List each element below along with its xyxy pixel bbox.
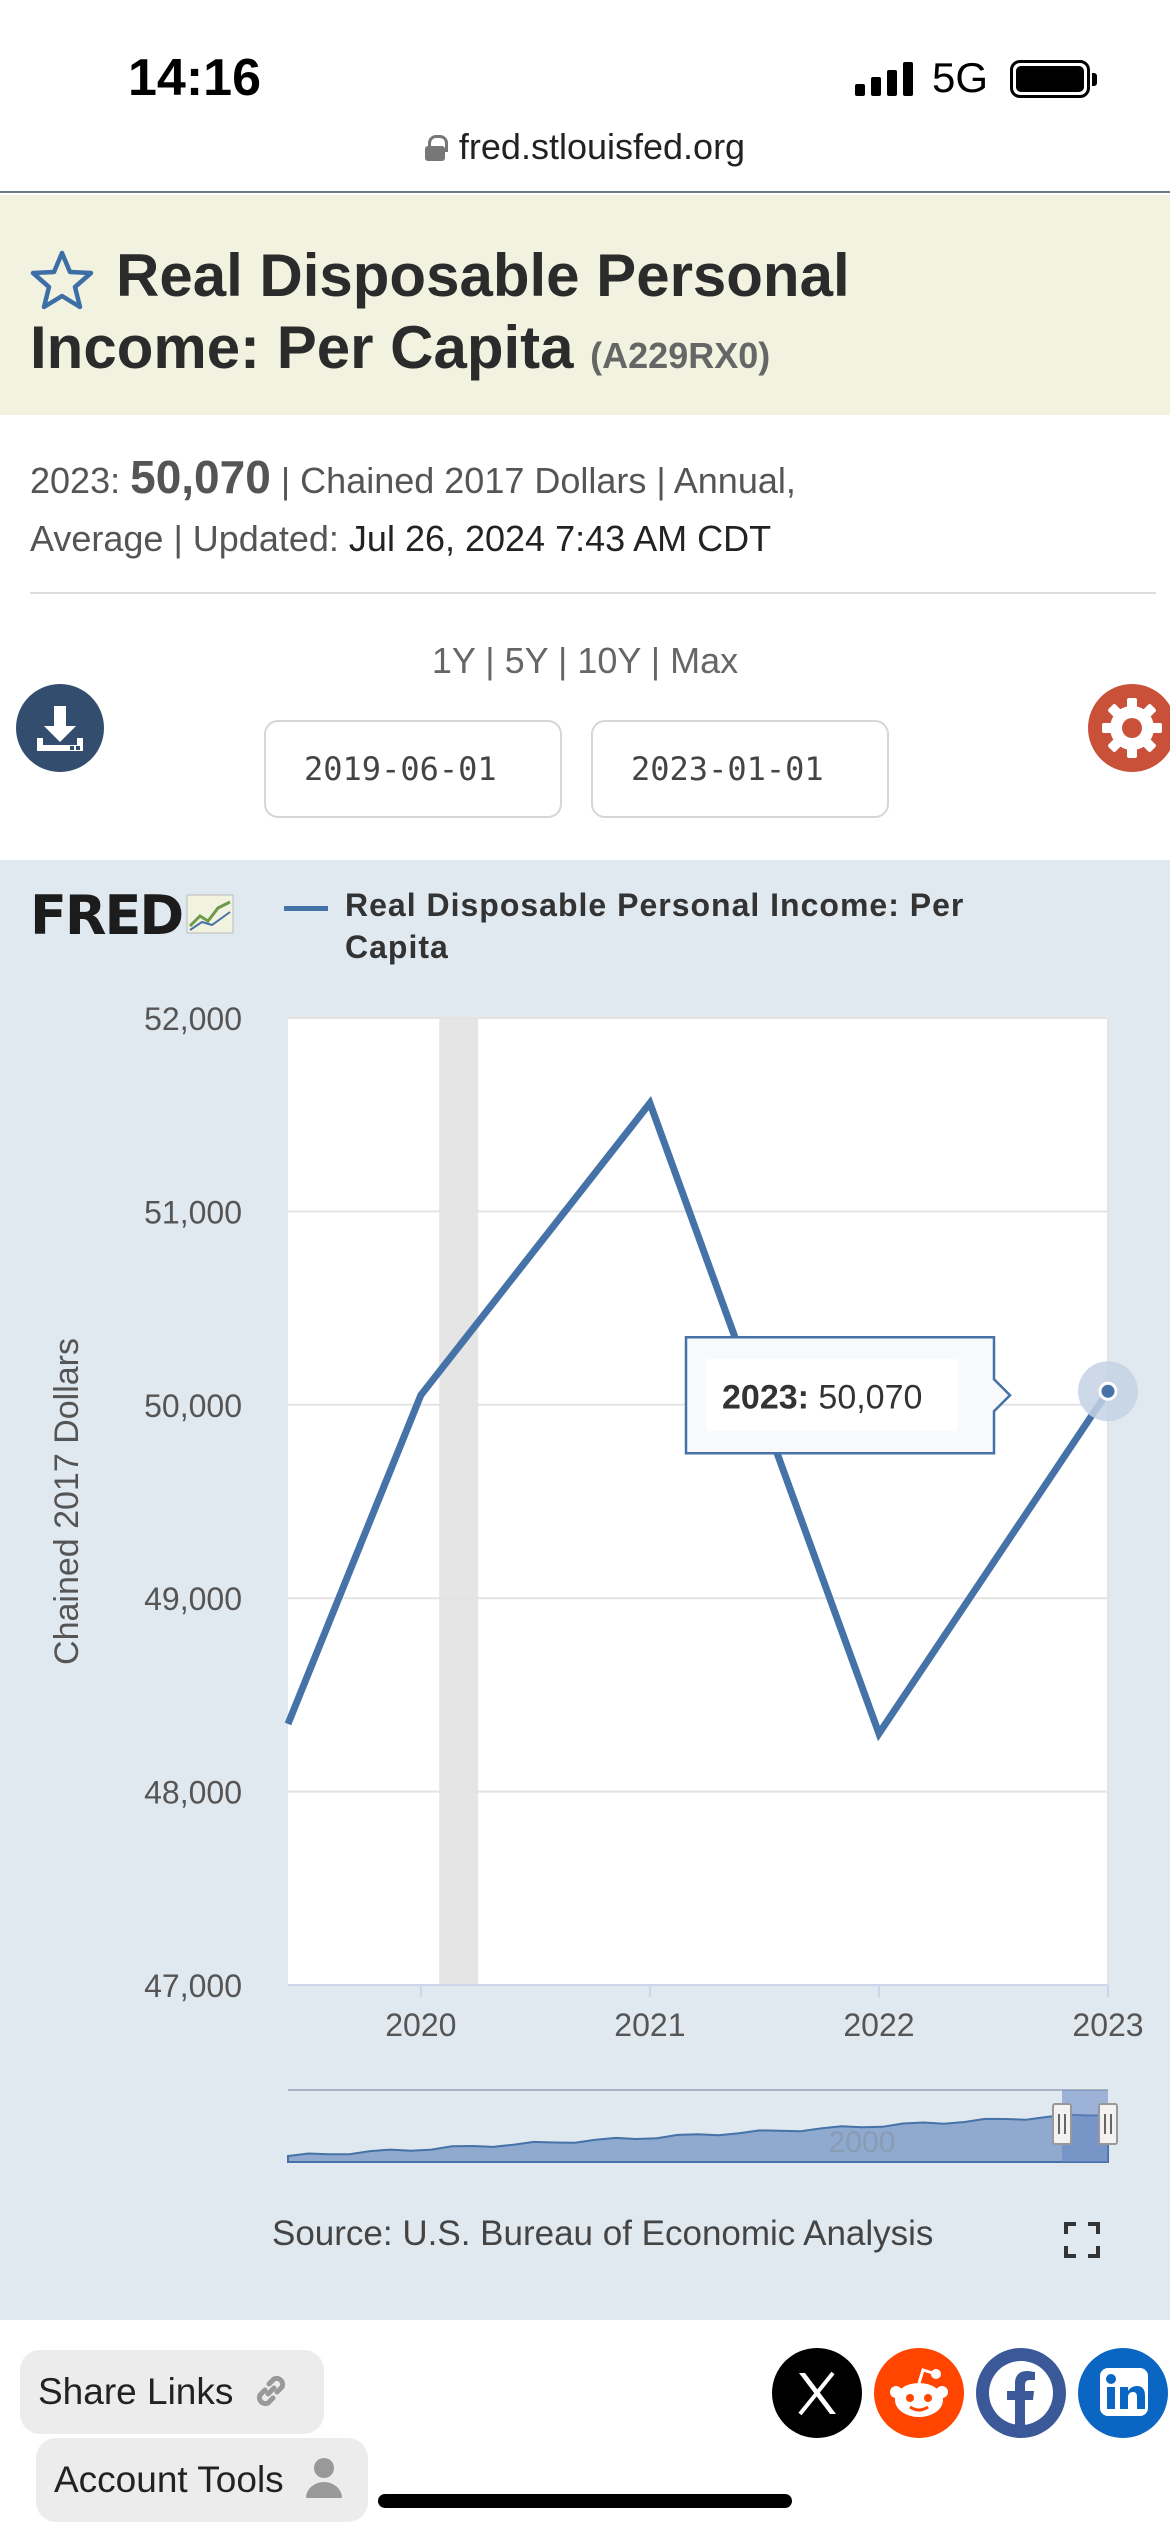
tooltip-label: 2023: bbox=[722, 1378, 818, 1416]
navigator-handle bbox=[1098, 2103, 1118, 2145]
network-label: 5G bbox=[932, 54, 989, 101]
units-text: | Chained 2017 Dollars | Annual, bbox=[280, 460, 796, 501]
y-tick-label: 48,000 bbox=[144, 1775, 242, 1811]
updated-prefix: Average | Updated: bbox=[30, 518, 339, 559]
share-links-button[interactable]: Share Links bbox=[20, 2350, 324, 2434]
share-links-label: Share Links bbox=[38, 2371, 234, 2412]
linkedin-share-button[interactable] bbox=[1078, 2348, 1168, 2438]
home-indicator bbox=[378, 2494, 792, 2508]
legend-line1: Real Disposable Personal Income: Per bbox=[345, 887, 965, 923]
end-date-input[interactable]: 2023-01-01 bbox=[591, 720, 889, 818]
account-tools-button[interactable]: Account Tools bbox=[36, 2438, 368, 2522]
series-meta: 2023: 50,070 | Chained 2017 Dollars | An… bbox=[30, 448, 1140, 568]
latest-value: 50,070 bbox=[130, 451, 271, 503]
y-tick-label: 51,000 bbox=[144, 1194, 242, 1230]
latest-label: 2023: bbox=[30, 460, 121, 501]
account-tools-label: Account Tools bbox=[54, 2459, 284, 2500]
navigator-handle bbox=[1052, 2103, 1072, 2145]
data-point-marker bbox=[1098, 1381, 1118, 1401]
reddit-share-button[interactable] bbox=[874, 2348, 964, 2438]
range-1y[interactable]: 1Y bbox=[431, 640, 476, 681]
x-logo-icon bbox=[798, 2371, 836, 2416]
source-note: Source: U.S. Bureau of Economic Analysis bbox=[272, 2214, 934, 2253]
url-text: fred.stlouisfed.org bbox=[458, 126, 746, 167]
legend-label: Real Disposable Personal Income: Per Capi… bbox=[345, 884, 1045, 968]
fred-logo[interactable]: FRED bbox=[30, 884, 234, 947]
battery-icon bbox=[1010, 60, 1097, 98]
gear-icon bbox=[1102, 698, 1162, 758]
tooltip-inner bbox=[706, 1359, 958, 1432]
tooltip-text: 2023: 50,070 bbox=[722, 1378, 922, 1416]
range-selector: 1Y | 5Y | 10Y | Max bbox=[431, 640, 739, 681]
divider bbox=[30, 592, 1156, 594]
fred-chart-icon bbox=[186, 894, 234, 934]
legend-line2: Capita bbox=[345, 929, 449, 965]
y-tick-label: 47,000 bbox=[144, 1968, 242, 2004]
status-bar: 14:16 5G bbox=[0, 0, 1170, 120]
y-tick-label: 49,000 bbox=[144, 1581, 242, 1617]
lock-icon bbox=[424, 135, 448, 161]
x-tick-label: 2022 bbox=[843, 2007, 914, 2043]
plot-area bbox=[288, 1018, 1108, 1985]
x-tick-label: 2023 bbox=[1072, 2007, 1143, 2043]
title-line1: Real Disposable Personal bbox=[116, 242, 850, 309]
series-id: (A229RX0) bbox=[590, 335, 771, 376]
facebook-logo-icon bbox=[989, 2361, 1053, 2426]
start-date-input[interactable]: 2019-06-01 bbox=[264, 720, 562, 818]
signal-icon bbox=[855, 62, 913, 96]
download-icon bbox=[37, 706, 83, 751]
status-time: 14:16 bbox=[128, 49, 261, 107]
range-10y[interactable]: 10Y bbox=[577, 640, 641, 681]
settings-button[interactable] bbox=[1088, 684, 1170, 772]
legend-swatch bbox=[284, 906, 328, 911]
fred-logo-text: FRED bbox=[30, 884, 184, 947]
x-share-button[interactable] bbox=[772, 2348, 862, 2438]
line-chart[interactable]: 47,000 48,000 49,000 50,000 51,000 52,000 Chai… bbox=[0, 960, 1170, 2180]
x-tick-label: 2020 bbox=[385, 2007, 456, 2043]
user-icon bbox=[305, 2458, 342, 2498]
browser-header bbox=[0, 0, 1170, 193]
linkedin-logo-icon bbox=[1100, 2368, 1148, 2416]
title-line2: Income: Per Capita bbox=[30, 314, 574, 381]
title-band bbox=[0, 195, 1170, 415]
range-max[interactable]: Max bbox=[670, 640, 739, 681]
y-tick-label: 52,000 bbox=[144, 1001, 242, 1037]
navigator-label: 2000 bbox=[829, 2126, 896, 2159]
y-axis-title: Chained 2017 Dollars bbox=[48, 1338, 86, 1665]
facebook-share-button[interactable] bbox=[976, 2348, 1066, 2438]
series-line bbox=[284, 1095, 1111, 1742]
download-button[interactable] bbox=[16, 684, 104, 772]
star-icon[interactable] bbox=[30, 250, 94, 310]
reddit-logo-icon bbox=[890, 2368, 948, 2417]
url-bar[interactable]: fred.stlouisfed.org bbox=[0, 126, 1170, 168]
navigator-series bbox=[287, 2113, 1109, 2163]
x-tick-label: 2021 bbox=[614, 2007, 685, 2043]
fullscreen-icon[interactable] bbox=[1064, 2222, 1100, 2258]
y-tick-label: 50,000 bbox=[144, 1388, 242, 1424]
page-title: Real Disposable Personal Income: Per Cap… bbox=[30, 240, 1130, 392]
range-5y[interactable]: 5Y bbox=[504, 640, 548, 681]
tooltip-value: 50,070 bbox=[818, 1378, 922, 1416]
link-icon bbox=[256, 2375, 285, 2407]
updated-date: Jul 26, 2024 7:43 AM CDT bbox=[348, 518, 772, 559]
recession-band bbox=[439, 1018, 479, 1985]
